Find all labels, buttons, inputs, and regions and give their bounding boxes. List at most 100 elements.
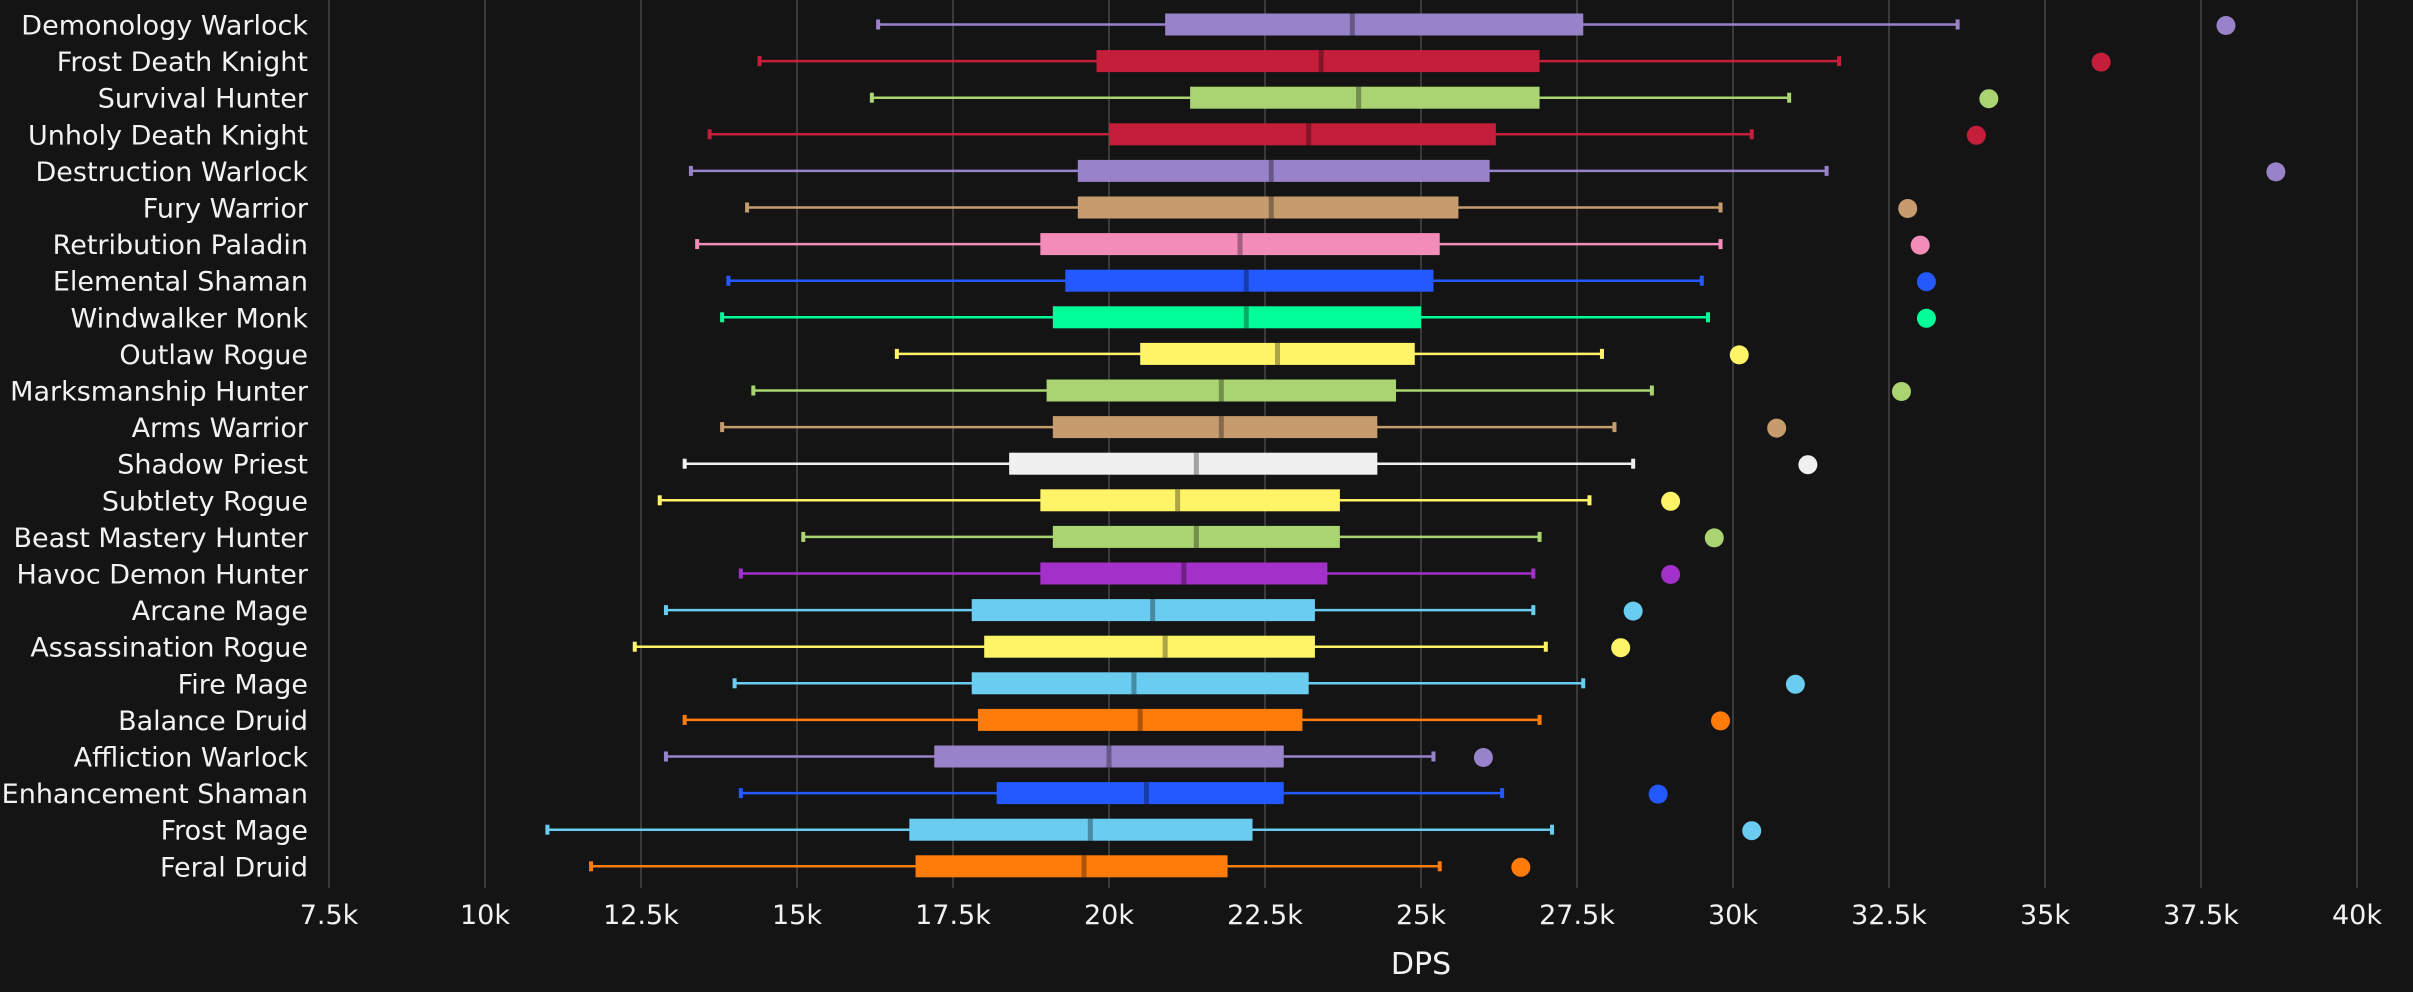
iqr-box <box>1052 306 1421 329</box>
max-point <box>1767 418 1787 438</box>
median-mark <box>1268 159 1274 182</box>
box-group <box>688 159 2286 182</box>
max-point <box>1473 748 1493 767</box>
x-tick-label: 35k <box>2020 900 2070 931</box>
iqr-box <box>1009 452 1378 475</box>
median-mark <box>1087 818 1093 841</box>
category-label: Feral Druid <box>160 852 308 883</box>
box-group <box>657 489 1681 512</box>
whisker-cap-max <box>1537 714 1542 725</box>
max-point <box>1916 272 1936 292</box>
iqr-box <box>996 782 1284 805</box>
category-label: Fire Mage <box>178 669 308 700</box>
x-tick-label: 37.5k <box>2163 900 2239 931</box>
whisker-cap-max <box>1537 531 1542 542</box>
whisker-cap-min <box>720 312 725 323</box>
box-group <box>869 86 1999 109</box>
category-label: Demonology Warlock <box>21 11 308 42</box>
box-group <box>545 818 1762 841</box>
iqr-box <box>1052 525 1340 548</box>
max-point <box>1611 638 1631 658</box>
category-label: Frost Death Knight <box>57 47 308 78</box>
box-group <box>720 306 1936 329</box>
whisker-cap-max <box>1431 751 1436 762</box>
median-mark <box>1137 708 1143 731</box>
whisker-cap-max <box>1837 56 1842 67</box>
max-point <box>1966 125 1986 145</box>
iqr-box <box>1140 342 1415 365</box>
x-tick-label: 27.5k <box>1539 900 1615 931</box>
box-group <box>720 416 1787 439</box>
max-point <box>1623 601 1643 621</box>
iqr-box <box>915 855 1228 878</box>
max-point <box>1916 308 1936 328</box>
category-label: Shadow Priest <box>117 450 308 481</box>
category-label: Arcane Mage <box>132 596 308 627</box>
max-point <box>1742 821 1762 841</box>
whisker-cap-min <box>688 165 693 176</box>
whisker-cap-min <box>732 678 737 689</box>
whisker-cap-max <box>1587 495 1592 506</box>
x-tick-label: 22.5k <box>1227 900 1303 931</box>
max-point <box>1798 455 1818 475</box>
median-mark <box>1193 525 1199 548</box>
category-label: Assassination Rogue <box>30 633 308 664</box>
iqr-box <box>1077 196 1459 219</box>
max-point <box>1785 674 1805 694</box>
max-point <box>2216 16 2236 35</box>
max-point <box>1648 784 1668 804</box>
box-group <box>589 855 1531 878</box>
whisker-cap-max <box>1531 568 1536 579</box>
x-tick-label: 10k <box>460 900 510 931</box>
whisker-cap-min <box>751 385 756 396</box>
box-group <box>732 672 1805 695</box>
max-point <box>1729 345 1749 365</box>
max-point <box>1979 89 1999 109</box>
whisker-cap-max <box>1550 824 1555 835</box>
box-group <box>738 562 1681 585</box>
whisker-cap-min <box>738 568 743 579</box>
box-group <box>801 525 1724 548</box>
box-group <box>876 13 2236 36</box>
whisker-cap-max <box>1543 641 1548 652</box>
category-label: Havoc Demon Hunter <box>16 560 308 591</box>
median-mark <box>1243 306 1249 329</box>
median-mark <box>1349 13 1355 36</box>
iqr-box <box>1190 86 1540 109</box>
box-group <box>726 269 1936 292</box>
whisker-cap-max <box>1531 605 1536 616</box>
iqr-box <box>934 745 1284 768</box>
whisker-cap-min <box>695 239 700 250</box>
category-label: Beast Mastery Hunter <box>13 523 308 554</box>
category-label: Affliction Warlock <box>74 743 309 774</box>
box-group <box>738 782 1668 805</box>
whisker-cap-min <box>682 458 687 469</box>
box-group <box>682 452 1818 475</box>
median-mark <box>1274 342 1280 365</box>
iqr-box <box>1065 269 1434 292</box>
category-label: Survival Hunter <box>98 84 309 115</box>
median-mark <box>1268 196 1274 219</box>
iqr-box <box>1077 159 1490 182</box>
whisker-cap-min <box>757 56 762 67</box>
x-tick-label: 32.5k <box>1851 900 1927 931</box>
category-label: Outlaw Rogue <box>119 340 308 371</box>
whisker-cap-min <box>632 641 637 652</box>
box-plots <box>545 13 2286 878</box>
whisker-cap-max <box>1437 861 1442 872</box>
median-mark <box>1318 50 1324 73</box>
whisker-cap-min <box>589 861 594 872</box>
whisker-cap-max <box>1699 275 1704 286</box>
category-label: Enhancement Shaman <box>2 779 308 810</box>
whisker-cap-min <box>876 19 881 30</box>
whisker-cap-max <box>1706 312 1711 323</box>
iqr-box <box>971 672 1309 695</box>
category-label: Subtlety Rogue <box>102 486 308 517</box>
max-point <box>1661 491 1681 511</box>
median-mark <box>1106 745 1112 768</box>
x-tick-label: 30k <box>1708 900 1758 931</box>
median-mark <box>1181 562 1187 585</box>
iqr-box <box>1165 13 1584 36</box>
median-mark <box>1131 672 1137 695</box>
